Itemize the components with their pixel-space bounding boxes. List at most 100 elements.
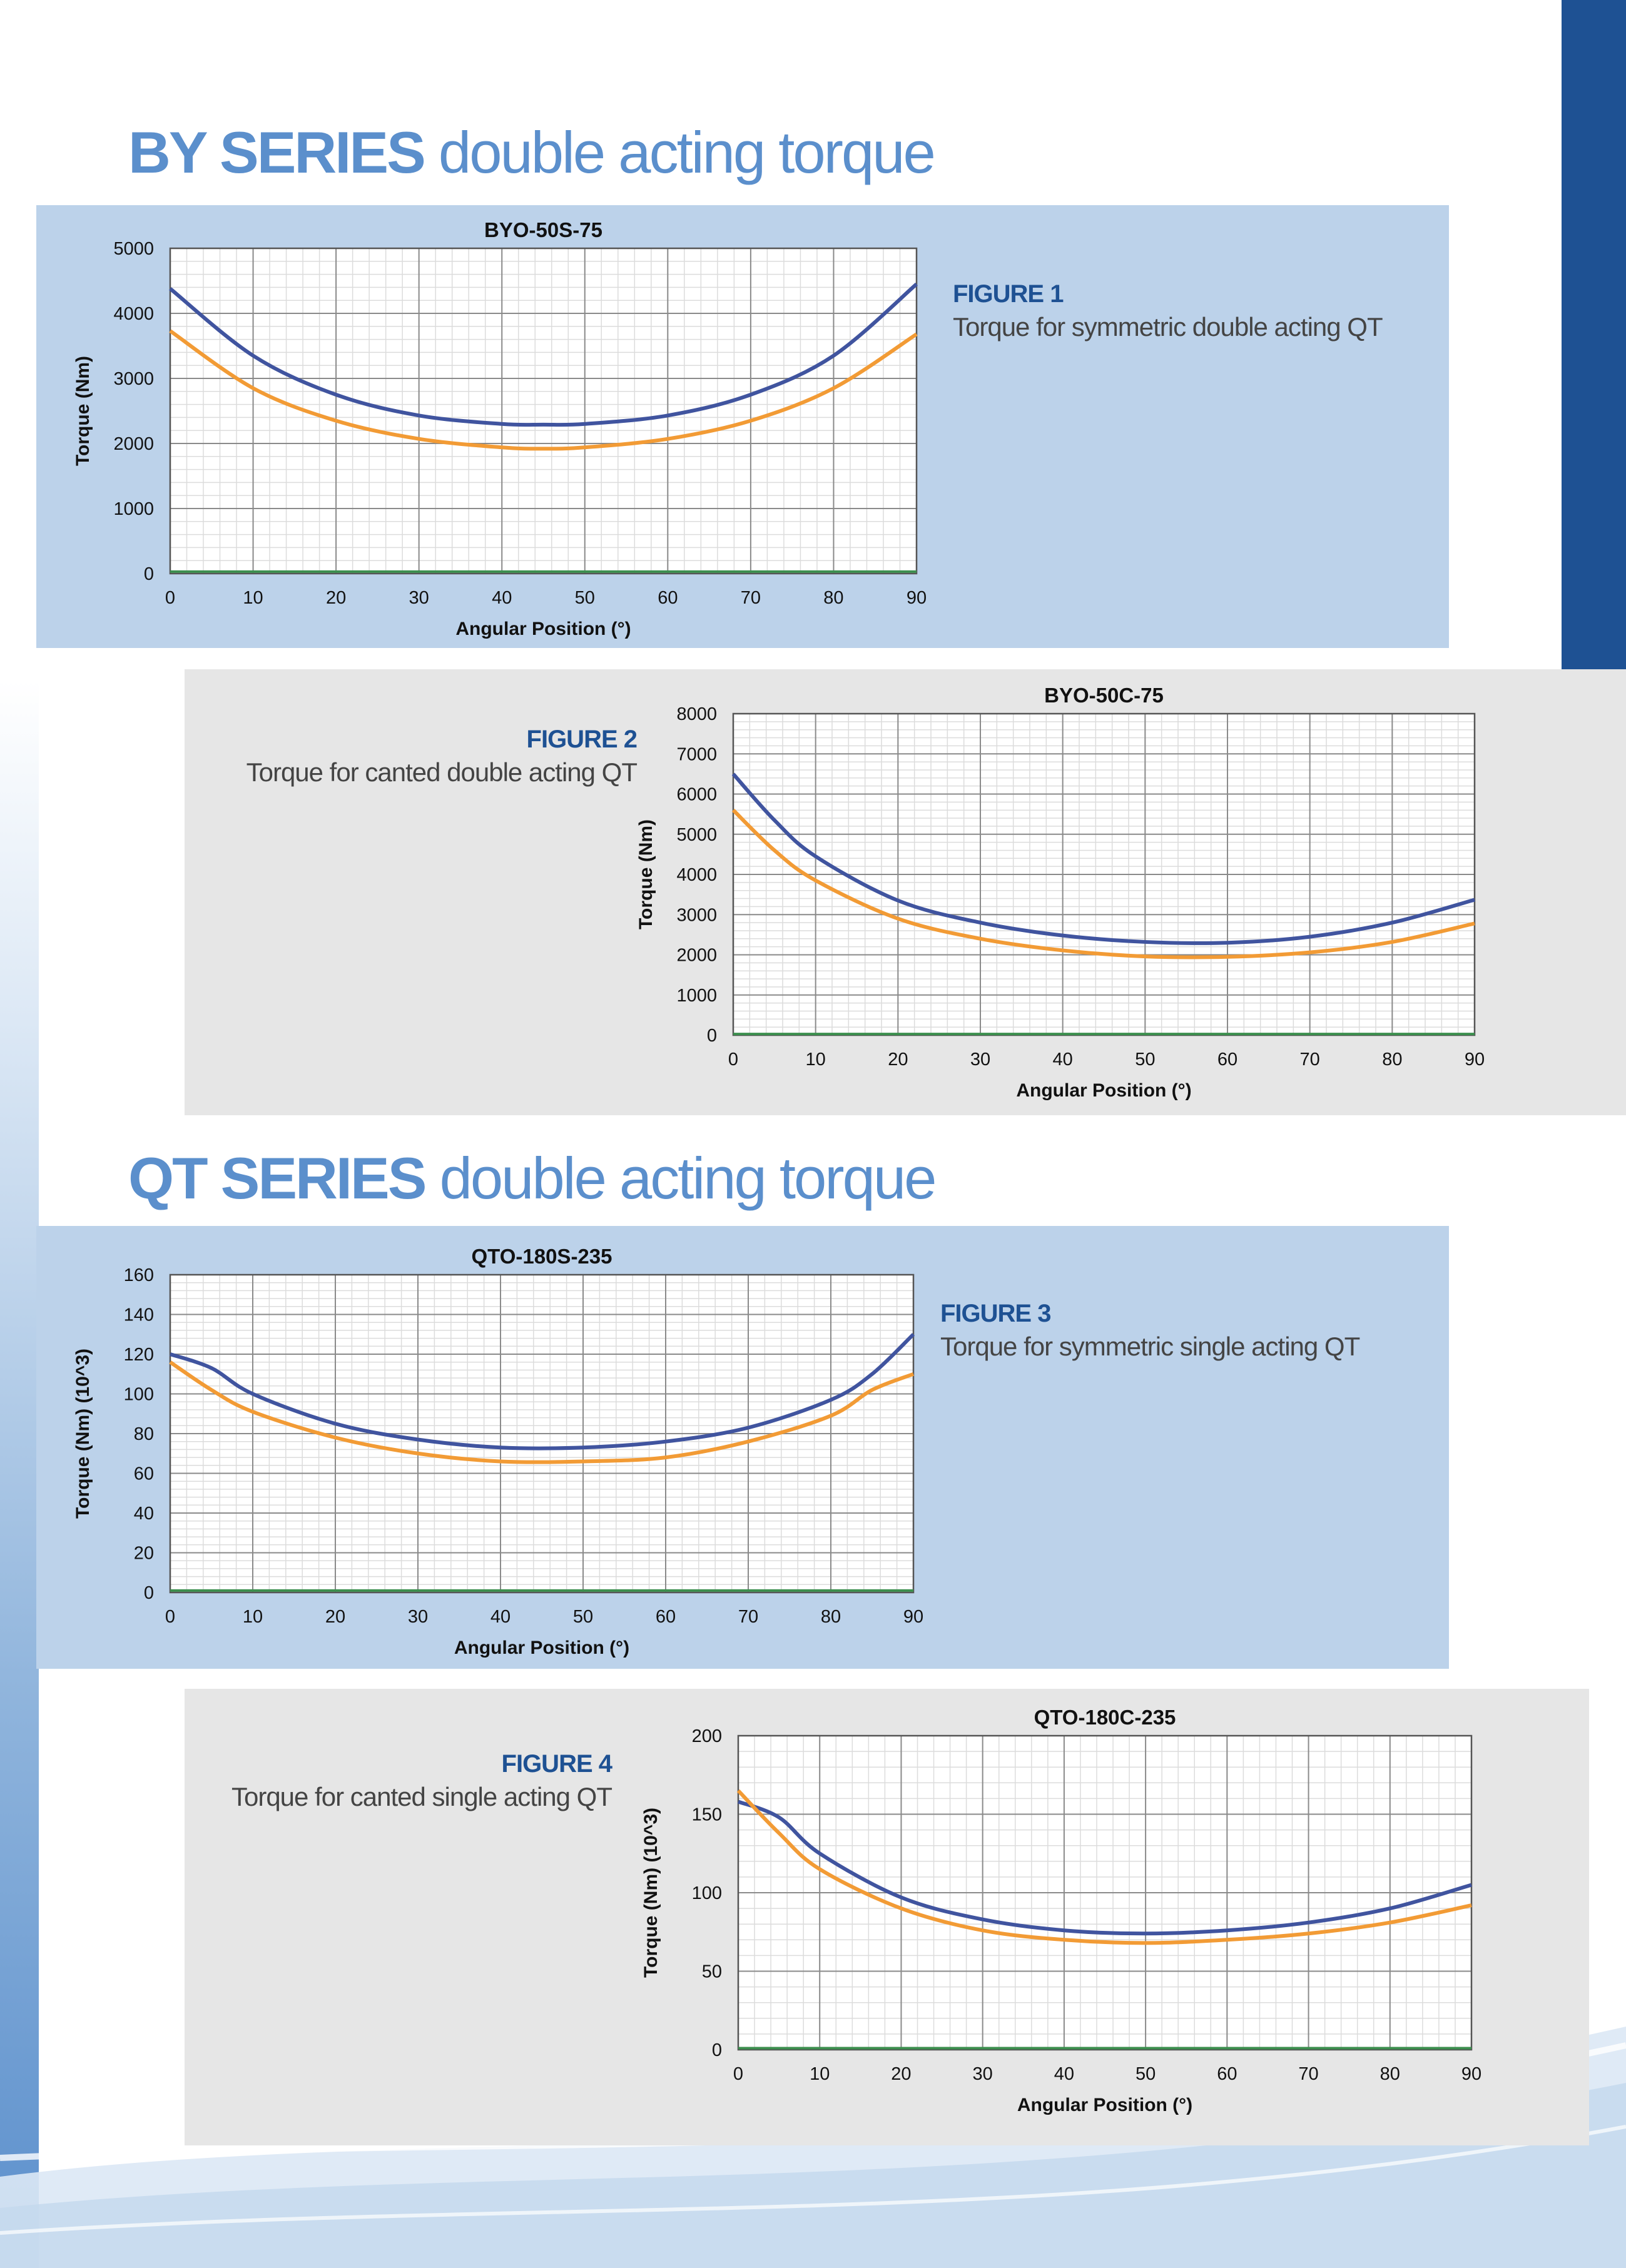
y-tick-label: 20 — [134, 1544, 154, 1564]
series-line-blue — [170, 1333, 915, 1450]
chart-qto-180c-235: 0 10 20 30 40 50 60 70 80 90 0 50 100 150 200 QTO-180C-… — [641, 1706, 1481, 2115]
chart-byo-50c-75: 0 10 20 30 40 50 60 70 80 90 0 1000 2000 3000 4000 5000… — [636, 684, 1485, 1101]
right-edge-bar — [1562, 0, 1626, 782]
x-tick-label: 90 — [903, 1607, 923, 1627]
plot-border — [169, 247, 918, 575]
y-tick-label: 100 — [124, 1385, 154, 1405]
figure-3-desc: Torque for symmetric single acting QT — [940, 1332, 1360, 1361]
y-tick-label: 7000 — [676, 744, 717, 764]
y-tick-label: 2000 — [676, 946, 717, 966]
y-axis-label: Torque (Nm) (10^3) — [73, 1349, 93, 1519]
x-tick-label: 60 — [658, 588, 678, 608]
figure-4-title: FIGURE 4 — [501, 1750, 612, 1778]
y-tick-label: 150 — [692, 1805, 722, 1825]
x-tick-label: 30 — [409, 588, 429, 608]
y-axis-label: Torque (Nm) — [636, 819, 656, 929]
plot-area — [170, 248, 917, 574]
x-tick-label: 10 — [806, 1050, 826, 1070]
x-tick-label: 50 — [575, 588, 595, 608]
x-tick-label: 70 — [1300, 1050, 1320, 1070]
chart-title: QTO-180C-235 — [1034, 1706, 1176, 1729]
series-line-blue — [731, 772, 1475, 945]
x-tick-label: 60 — [1217, 2064, 1237, 2084]
x-axis-label: Angular Position (°) — [454, 1638, 629, 1658]
x-axis-label: Angular Position (°) — [1016, 1080, 1191, 1101]
y-axis-label: Torque (Nm) — [73, 356, 93, 466]
y-tick-label: 50 — [702, 1962, 722, 1982]
y-tick-label: 0 — [144, 564, 154, 584]
y-tick-label: 0 — [707, 1026, 717, 1046]
x-tick-label: 80 — [823, 588, 843, 608]
x-axis-label: Angular Position (°) — [455, 619, 631, 639]
chart-title: QTO-180S-235 — [471, 1245, 612, 1268]
y-tick-label: 1000 — [676, 986, 717, 1006]
x-tick-label: 60 — [656, 1607, 676, 1627]
x-tick-label: 30 — [970, 1050, 990, 1070]
y-tick-label: 3000 — [113, 369, 154, 389]
x-tick-label: 40 — [1053, 1050, 1073, 1070]
series-line-orange — [169, 329, 918, 451]
chart-qto-180s-235: 0 10 20 30 40 50 60 70 80 90 0 20 40 60 80 100 120 140 160… — [73, 1245, 923, 1658]
x-tick-label: 0 — [733, 2064, 743, 2084]
y-tick-label: 3000 — [676, 905, 717, 925]
x-tick-label: 30 — [408, 1607, 428, 1627]
x-tick-label: 60 — [1217, 1050, 1237, 1070]
figure-1-title: FIGURE 1 — [953, 280, 1064, 308]
y-tick-label: 80 — [134, 1424, 154, 1444]
x-tick-label: 40 — [490, 1607, 511, 1627]
x-tick-label: 0 — [165, 1607, 175, 1627]
y-axis-label: Torque (Nm) (10^3) — [641, 1808, 661, 1978]
x-tick-label: 20 — [888, 1050, 908, 1070]
x-tick-label: 50 — [1136, 2064, 1156, 2084]
x-tick-label: 80 — [1382, 1050, 1402, 1070]
y-tick-label: 0 — [712, 2040, 722, 2060]
x-tick-label: 80 — [821, 1607, 841, 1627]
x-tick-label: 90 — [1461, 2064, 1481, 2084]
series-line-orange — [731, 809, 1475, 959]
chart-byo-50s-75: 0 10 20 30 40 50 60 70 80 90 0 1000 2000 3000 4000 5000… — [73, 218, 927, 639]
figure-2-desc: Torque for canted double acting QT — [246, 757, 638, 787]
y-tick-label: 5000 — [676, 825, 717, 845]
figure-4-caption: FIGURE 4 Torque for canted single acting… — [188, 1750, 612, 1812]
x-tick-label: 0 — [165, 588, 175, 608]
y-tick-label: 0 — [144, 1583, 154, 1603]
y-tick-label: 4000 — [676, 865, 717, 885]
y-tick-label: 4000 — [113, 304, 154, 324]
chart-title: BYO-50S-75 — [484, 218, 602, 241]
x-tick-label: 50 — [1135, 1050, 1155, 1070]
x-tick-label: 40 — [1054, 2064, 1074, 2084]
y-tick-label: 200 — [692, 1726, 722, 1746]
plot-border — [169, 1273, 915, 1594]
chart-title: BYO-50C-75 — [1044, 684, 1164, 707]
y-tick-label: 60 — [134, 1464, 154, 1484]
figure-2-caption: FIGURE 2 Torque for canted double acting… — [188, 726, 638, 787]
y-tick-label: 5000 — [113, 239, 154, 259]
x-tick-label: 70 — [741, 588, 761, 608]
y-tick-label: 2000 — [113, 434, 154, 454]
series-line-blue — [169, 282, 918, 427]
x-tick-label: 20 — [325, 1607, 345, 1627]
y-tick-label: 8000 — [676, 704, 717, 724]
series-line-orange — [736, 1789, 1472, 1945]
figure-1-caption: FIGURE 1 Torque for symmetric double act… — [953, 280, 1383, 342]
x-axis-label: Angular Position (°) — [1017, 2095, 1192, 2115]
y-tick-label: 100 — [692, 1883, 722, 1903]
y-tick-label: 160 — [124, 1265, 154, 1285]
x-tick-label: 70 — [738, 1607, 758, 1627]
x-tick-label: 30 — [973, 2064, 993, 2084]
figure-3-title: FIGURE 3 — [940, 1300, 1051, 1327]
x-tick-label: 0 — [728, 1050, 738, 1070]
x-tick-label: 90 — [907, 588, 927, 608]
qt-series-heading: QT SERIES double acting torque — [128, 1145, 937, 1211]
x-tick-label: 10 — [810, 2064, 830, 2084]
x-tick-label: 10 — [243, 588, 263, 608]
x-tick-label: 20 — [891, 2064, 911, 2084]
x-tick-label: 50 — [573, 1607, 593, 1627]
x-tick-label: 80 — [1380, 2064, 1400, 2084]
plot-border — [737, 1734, 1473, 2051]
x-tick-label: 90 — [1465, 1050, 1485, 1070]
y-tick-label: 1000 — [113, 499, 154, 519]
figure-3-caption: FIGURE 3 Torque for symmetric single act… — [940, 1300, 1360, 1362]
major-grid — [733, 713, 1475, 1036]
y-tick-label: 6000 — [676, 785, 717, 805]
